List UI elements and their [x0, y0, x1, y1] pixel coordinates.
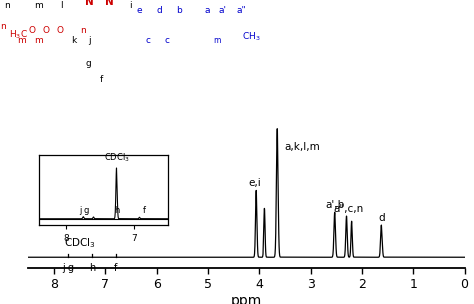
Text: a',b: a',b — [325, 200, 344, 210]
Text: N: N — [105, 0, 114, 7]
Text: d: d — [378, 212, 385, 223]
Text: m: m — [213, 36, 221, 45]
Text: a,k,l,m: a,k,l,m — [284, 142, 319, 152]
Text: a: a — [205, 6, 210, 15]
Text: d: d — [156, 6, 162, 15]
Text: b: b — [176, 6, 182, 15]
Text: m: m — [34, 1, 43, 10]
Text: CH$_3$: CH$_3$ — [242, 31, 260, 43]
Text: e: e — [137, 6, 142, 15]
Text: l: l — [60, 1, 63, 10]
Text: k: k — [71, 36, 76, 45]
Text: m: m — [17, 36, 26, 45]
Text: a",c,n: a",c,n — [333, 204, 363, 213]
Text: CDCl$_3$: CDCl$_3$ — [64, 237, 95, 250]
Text: e,i: e,i — [249, 178, 262, 188]
Text: f: f — [100, 75, 103, 85]
Text: i: i — [129, 1, 132, 10]
Text: h: h — [89, 263, 95, 273]
Text: O: O — [43, 26, 50, 35]
Text: a": a" — [236, 6, 246, 15]
Text: n: n — [4, 1, 10, 10]
Text: c: c — [145, 36, 150, 45]
X-axis label: ppm: ppm — [231, 294, 262, 304]
Text: g: g — [85, 60, 91, 68]
Text: H$_3$C: H$_3$C — [9, 28, 27, 41]
Text: c: c — [165, 36, 170, 45]
Text: N: N — [85, 0, 94, 7]
Text: m: m — [34, 36, 43, 45]
Text: j: j — [88, 36, 91, 45]
Text: O: O — [28, 26, 36, 35]
Text: =: = — [98, 0, 106, 3]
Text: n: n — [0, 22, 6, 31]
Text: f: f — [114, 263, 118, 273]
Text: O: O — [57, 26, 64, 35]
Text: n: n — [80, 26, 85, 35]
Text: j g: j g — [63, 263, 74, 273]
Text: a': a' — [219, 6, 227, 15]
